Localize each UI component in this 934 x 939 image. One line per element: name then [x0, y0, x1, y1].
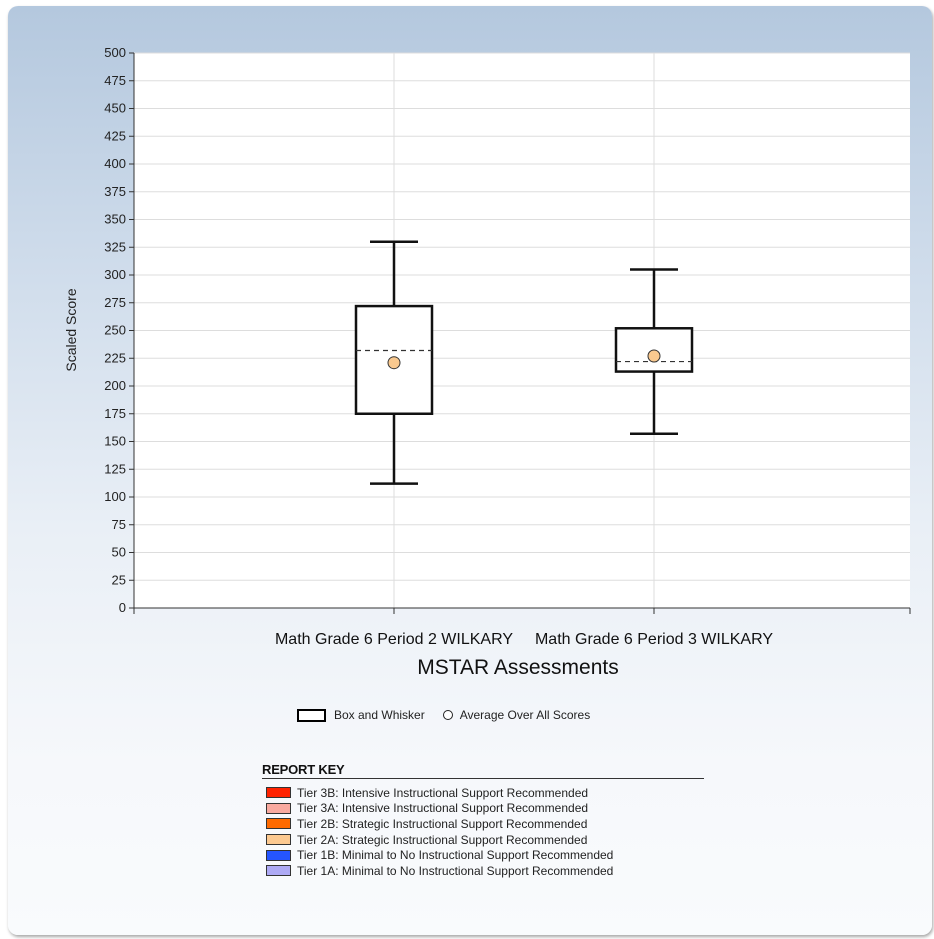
x-axis-title: MSTAR Assessments: [417, 656, 619, 679]
legend-label-average: Average Over All Scores: [459, 708, 591, 722]
y-tick-label: 350: [104, 212, 126, 227]
mean-marker: [387, 356, 401, 370]
y-tick-label: 275: [104, 295, 126, 310]
tier-1b-label: Tier 1B: Minimal to No Instructional Sup…: [297, 848, 614, 863]
y-tick-label: 425: [104, 128, 126, 143]
y-tick-label: 100: [104, 489, 126, 504]
report-key-title: REPORT KEY: [262, 762, 704, 779]
report-key-item-tier-1b: Tier 1B: Minimal to No Instructional Sup…: [262, 847, 704, 863]
y-tick-label: 400: [104, 156, 126, 171]
y-tick-label: 225: [104, 350, 126, 365]
average-legend-swatch: [442, 710, 453, 720]
box-and-whisker-2: [614, 268, 694, 435]
box-and-whisker-legend-swatch: [297, 708, 326, 722]
report-key: REPORT KEY Tier 3B: Intensive Instructio…: [262, 762, 704, 879]
y-axis-title: Scaled Score: [63, 288, 79, 371]
category-label-period-2: Math Grade 6 Period 2 WILKARY: [274, 631, 514, 648]
y-tick-label: 300: [104, 267, 126, 282]
y-tick-label: 450: [104, 101, 126, 116]
tier-1b-swatch: [266, 849, 291, 861]
y-tick-label: 75: [112, 517, 126, 532]
legend-label-box-and-whisker: Box and Whisker: [334, 708, 425, 722]
boxes: [354, 240, 694, 485]
y-tick-label: 125: [104, 461, 126, 476]
report-key-item-tier-1a: Tier 1A: Minimal to No Instructional Sup…: [262, 863, 704, 879]
y-tick-label: 250: [104, 323, 126, 338]
y-tick-label: 0: [119, 600, 126, 615]
tier-2a-label: Tier 2A: Strategic Instructional Support…: [297, 832, 588, 847]
y-tick-label: 50: [112, 545, 126, 560]
y-tick-label: 375: [104, 184, 126, 199]
tier-2a-swatch: [266, 834, 291, 846]
tier-3a-swatch: [266, 802, 291, 814]
y-tick-label: 475: [104, 73, 126, 88]
tier-1a-label: Tier 1A: Minimal to No Instructional Sup…: [297, 863, 614, 878]
y-tick-label: 25: [112, 572, 126, 587]
report-key-item-tier-3a: Tier 3A: Intensive Instructional Support…: [262, 801, 704, 817]
y-tick-label: 325: [104, 239, 126, 254]
y-tick-label: 200: [104, 378, 126, 393]
box-and-whisker-1: [354, 240, 434, 485]
report-key-item-tier-2b: Tier 2B: Strategic Instructional Support…: [262, 816, 704, 832]
y-tick-label: 500: [104, 45, 126, 60]
tier-3b-label: Tier 3B: Intensive Instructional Support…: [297, 785, 589, 800]
axes: 0 25 50 75 100 125 150 175 200 225 250 275 300 325 350…: [104, 45, 911, 615]
gridlines: [134, 52, 910, 608]
category-label-period-3: Math Grade 6 Period 3 WILKARY: [534, 631, 774, 648]
mean-marker: [647, 349, 661, 363]
tier-3b-swatch: [266, 787, 291, 799]
tier-2b-label: Tier 2B: Strategic Instructional Support…: [297, 816, 588, 831]
tier-1a-swatch: [266, 865, 291, 877]
tier-2b-swatch: [266, 818, 291, 830]
chart-legend: Box and Whisker Average Over All Scores: [297, 706, 590, 724]
tier-3a-label: Tier 3A: Intensive Instructional Support…: [297, 801, 589, 816]
report-key-item-tier-2a: Tier 2A: Strategic Instructional Support…: [262, 832, 704, 848]
y-tick-label: 150: [104, 434, 126, 449]
report-key-item-tier-3b: Tier 3B: Intensive Instructional Support…: [262, 785, 704, 801]
y-tick-label: 175: [104, 406, 126, 421]
